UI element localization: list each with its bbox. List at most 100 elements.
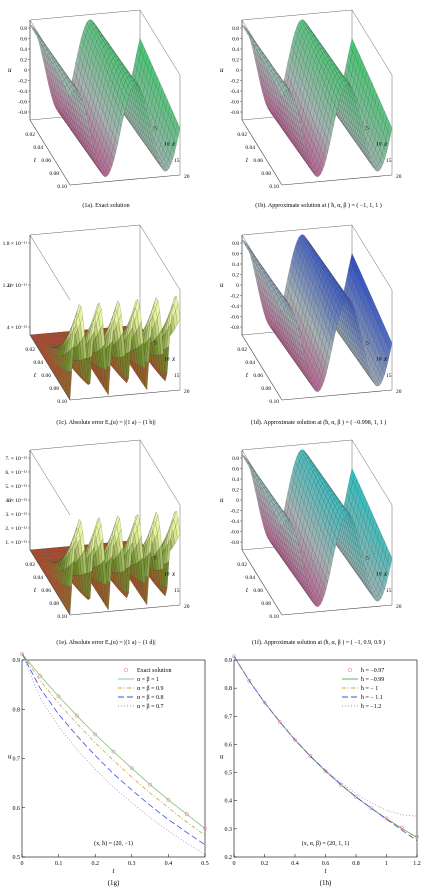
x-axis-label: x bbox=[171, 355, 176, 363]
x-axis-line bbox=[70, 175, 180, 185]
x-tick-label: 20 bbox=[396, 174, 402, 180]
x-tick-label: 15 bbox=[386, 158, 392, 164]
x-axis-line bbox=[70, 390, 180, 400]
t-tick-label: 0.10 bbox=[57, 399, 67, 405]
z-tick-label: 0 bbox=[236, 68, 239, 74]
z-axis-label: u bbox=[220, 281, 224, 289]
z-tick-label: -0.2 bbox=[230, 294, 239, 300]
t-tick-label: 0.04 bbox=[245, 360, 255, 366]
t-tick-label: 0.08 bbox=[261, 171, 271, 177]
x-tick-label: 15 bbox=[174, 158, 180, 164]
x-tick-label: 20 bbox=[184, 389, 190, 395]
caption-1c: (1c). Absolute error E₃(u) = |(1 a) − (1… bbox=[0, 420, 212, 426]
t-tick-label: 0.02 bbox=[25, 347, 35, 353]
z-tick-label: 0.2 bbox=[232, 273, 239, 279]
z-tick-label: 1. × 10⁻¹² bbox=[5, 540, 27, 546]
z-tick-label: 0.6 bbox=[232, 252, 239, 258]
z-tick-label: -0.8 bbox=[230, 325, 239, 331]
t-tick-label: 0.02 bbox=[25, 562, 35, 568]
z-tick-label: 6. × 10⁻¹² bbox=[5, 470, 27, 476]
x-tick-label: 20 bbox=[396, 389, 402, 395]
z-tick-label: 7. × 10⁻¹² bbox=[5, 456, 27, 462]
z-tick-label: -0.8 bbox=[230, 110, 239, 116]
x-tick-label: 5 bbox=[154, 340, 157, 346]
z-tick-label: 0.4 bbox=[20, 47, 27, 53]
x-tick-label: 10 bbox=[164, 357, 170, 363]
x-axis-line bbox=[282, 175, 392, 185]
z-tick-label: -0.2 bbox=[230, 79, 239, 85]
z-tick-label: -0.6 bbox=[230, 100, 239, 106]
x-tick-label: 5 bbox=[154, 125, 157, 131]
t-tick-label: 0.04 bbox=[33, 145, 43, 151]
z-tick-label: 5. × 10⁻¹² bbox=[5, 484, 27, 490]
t-tick-label: 0.10 bbox=[269, 184, 279, 190]
surface-plot-1b: 0.80.60.40.20-0.2-0.4-0.6-0.8u0.020.040.… bbox=[212, 0, 425, 210]
box-edge bbox=[30, 450, 70, 515]
x-axis-line bbox=[282, 390, 392, 400]
x-tick-label: 5 bbox=[366, 340, 369, 346]
z-tick-label: 1.2 × 10⁻¹¹ bbox=[3, 283, 28, 289]
surface-plot-1f: 0.80.60.40.20-0.2-0.4-0.6-0.8u0.020.040.… bbox=[212, 430, 425, 642]
t-axis-label: t bbox=[246, 156, 249, 164]
z-tick-label: 0 bbox=[236, 283, 239, 289]
caption-1a: (1a). Exact solution bbox=[0, 203, 212, 209]
z-tick-label: 0.8 bbox=[20, 26, 27, 32]
x-tick-label: 20 bbox=[184, 174, 190, 180]
z-tick-label: 1.8 × 10⁻¹¹ bbox=[3, 241, 28, 247]
z-tick-label: -0.8 bbox=[18, 110, 27, 116]
x-tick-label: 5 bbox=[154, 555, 157, 561]
caption-1b: (1b). Approximate solution at ( ħ, α, β … bbox=[212, 203, 425, 209]
x-tick-label: 15 bbox=[174, 588, 180, 594]
z-axis-label: u bbox=[8, 496, 12, 504]
t-axis-label: t bbox=[246, 371, 249, 379]
z-tick-label: -0.6 bbox=[230, 315, 239, 321]
caption-1e: (1e). Absolute error E₃(u) = |(1 a) − (1… bbox=[0, 640, 212, 646]
t-tick-label: 0.04 bbox=[33, 360, 43, 366]
z-tick-label: 0.8 bbox=[232, 26, 239, 32]
z-tick-label: 0.4 bbox=[232, 47, 239, 53]
t-tick-label: 0.02 bbox=[237, 347, 247, 353]
surface-plot-1c: 1.8 × 10⁻¹¹ 1.2 × 10⁻¹¹ 4 × 10⁻¹² u 0.02 0.04… bbox=[0, 215, 212, 425]
z-tick-label: -0.2 bbox=[18, 79, 27, 85]
x-tick-label: 20 bbox=[184, 604, 190, 610]
panel-1c: 1.8 × 10⁻¹¹ 1.2 × 10⁻¹¹ 4 × 10⁻¹² u 0.02 0.04… bbox=[0, 215, 212, 435]
z-tick-label: 0.6 bbox=[232, 37, 239, 43]
z-tick-label: -0.4 bbox=[230, 304, 239, 310]
z-tick-label: 0.2 bbox=[232, 58, 239, 64]
surface-plot-1e: 7. × 10⁻¹²6. × 10⁻¹²5. × 10⁻¹²4. × 10⁻¹²… bbox=[0, 430, 212, 642]
x-tick-label: 10 bbox=[164, 572, 170, 578]
back-wall bbox=[30, 225, 140, 335]
t-tick-label: 0.06 bbox=[41, 588, 51, 594]
x-axis-label: x bbox=[171, 570, 176, 578]
back-wall bbox=[30, 440, 140, 550]
z-axis-label: u bbox=[8, 281, 12, 289]
x-tick-label: 15 bbox=[386, 373, 392, 379]
t-tick-label: 0.08 bbox=[49, 386, 59, 392]
t-tick-label: 0.06 bbox=[41, 373, 51, 379]
t-axis-label: t bbox=[34, 586, 37, 594]
t-tick-label: 0.06 bbox=[253, 373, 263, 379]
z-tick-label: 0 bbox=[24, 68, 27, 74]
t-tick-label: 0.08 bbox=[49, 171, 59, 177]
t-tick-label: 0.02 bbox=[25, 132, 35, 138]
t-tick-label: 0.06 bbox=[253, 158, 263, 164]
z-tick-label: 0.6 bbox=[20, 37, 27, 43]
caption-1d: (1d). Approximate solution at (ħ, α, β )… bbox=[212, 420, 425, 426]
t-tick-label: 0.10 bbox=[269, 399, 279, 405]
z-tick-label: 3. × 10⁻¹² bbox=[5, 512, 27, 518]
z-tick-label: -0.4 bbox=[230, 89, 239, 95]
surface-plot-1d: 0.80.60.40.20-0.2-0.4-0.6-0.8u0.020.040.… bbox=[212, 215, 425, 425]
x-axis-line bbox=[70, 605, 180, 615]
x-tick-label: 10 bbox=[164, 142, 170, 148]
t-tick-label: 0.10 bbox=[57, 184, 67, 190]
t-tick-label: 0.02 bbox=[237, 132, 247, 138]
x-tick-label: 15 bbox=[174, 373, 180, 379]
z-tick-label: 4 × 10⁻¹² bbox=[7, 325, 28, 331]
t-tick-label: 0.10 bbox=[57, 614, 67, 620]
z-tick-label: -0.6 bbox=[18, 100, 27, 106]
t-axis-label: t bbox=[34, 156, 37, 164]
